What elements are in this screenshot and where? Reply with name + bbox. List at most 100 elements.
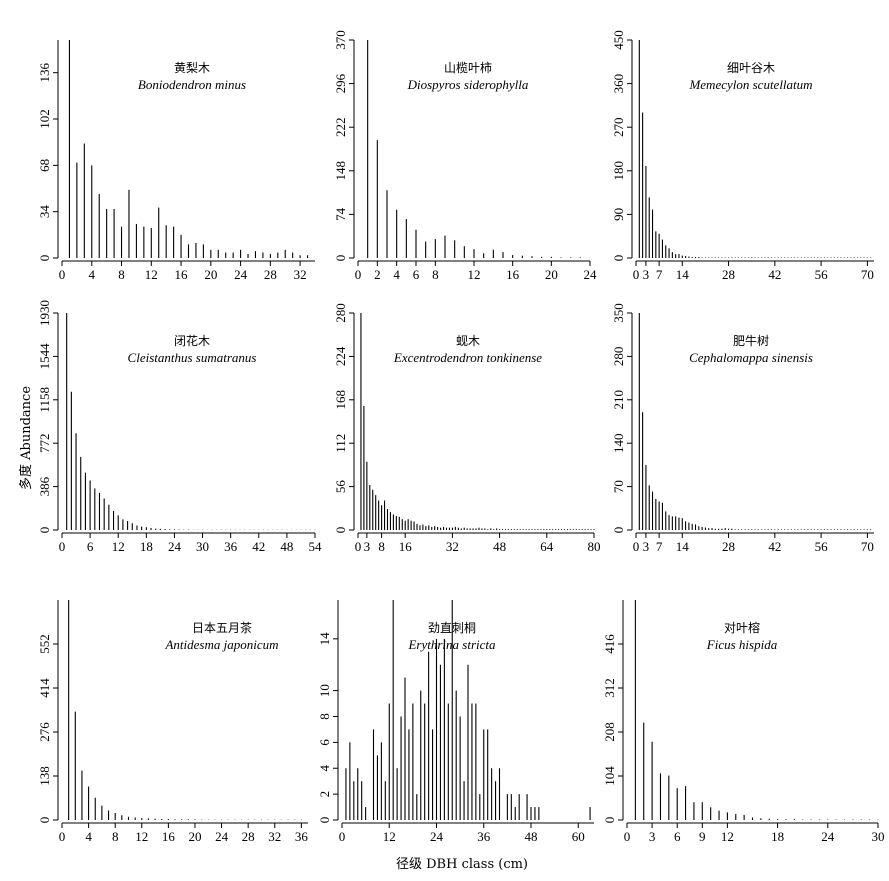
x-tick-label: 32	[268, 829, 281, 844]
x-tick-label: 20	[545, 267, 558, 282]
y-tick-label: 350	[611, 303, 626, 323]
panel-9: 0 3 6 9 12 18 24 30 0 104 208 312 416 对叶榕 Ficus hispid…	[602, 600, 885, 844]
y-tick-label: 136	[37, 62, 52, 82]
panel-6: 0 3 7 14 28 42 56 70070140210280350肥牛树Cephaloma…	[611, 303, 874, 554]
panel-title-species: Excentrodendron tonkinense	[393, 350, 542, 365]
y-tick-label: 276	[37, 722, 52, 742]
x-tick-label: 14	[676, 267, 690, 282]
y-tick-label: 74	[333, 207, 348, 221]
x-tick-label: 0	[633, 539, 640, 554]
panel-title-species: Memecylon scutellatum	[688, 77, 812, 92]
x-tick-label: 24	[821, 829, 835, 844]
x-tick-label: 64	[540, 539, 554, 554]
panel-title-chinese: 闭花木	[174, 333, 210, 348]
x-tick-label: 16	[162, 829, 176, 844]
x-tick-label: 28	[264, 267, 277, 282]
x-tick-label: 28	[242, 829, 255, 844]
x-tick-label: 0	[355, 267, 362, 282]
y-tick-label: 552	[37, 634, 52, 654]
x-tick-label: 0	[355, 539, 362, 554]
x-tick-label: 80	[588, 539, 601, 554]
y-tick-label: 0	[37, 817, 52, 824]
y-tick-label: 360	[611, 74, 626, 94]
x-tick-label: 4	[85, 829, 92, 844]
y-tick-label: 14	[317, 632, 332, 646]
x-tick-label: 8	[118, 267, 125, 282]
x-tick-label: 7	[656, 267, 663, 282]
panel-title-species: Cephalomappa sinensis	[689, 350, 813, 365]
y-tick-label: 370	[333, 30, 348, 50]
panel-title-chinese: 山榄叶柿	[444, 60, 492, 75]
x-tick-label: 6	[87, 539, 94, 554]
x-tick-label: 12	[112, 539, 125, 554]
y-tick-label: 70	[611, 480, 626, 493]
y-tick-label: 148	[333, 161, 348, 181]
x-tick-label: 42	[768, 267, 781, 282]
x-tick-label: 3	[643, 539, 650, 554]
y-tick-label: 168	[333, 390, 348, 410]
y-tick-label: 450	[611, 30, 626, 50]
y-tick-label: 0	[602, 817, 617, 824]
x-axis-title: 径级 DBH class (cm)	[396, 857, 528, 872]
x-tick-label: 6	[674, 829, 681, 844]
panel-title-species: Boniodendron minus	[138, 77, 246, 92]
x-tick-label: 2	[374, 267, 381, 282]
x-tick-label: 48	[280, 539, 293, 554]
x-tick-label: 3	[364, 539, 371, 554]
y-tick-label: 208	[602, 722, 617, 742]
x-tick-label: 12	[135, 829, 148, 844]
y-tick-label: 138	[37, 766, 52, 786]
y-tick-label: 104	[602, 766, 617, 786]
x-tick-label: 28	[722, 539, 735, 554]
x-tick-label: 42	[252, 539, 265, 554]
x-tick-label: 48	[493, 539, 506, 554]
y-tick-label: 0	[37, 527, 52, 534]
x-tick-label: 0	[624, 829, 631, 844]
y-tick-label: 0	[37, 255, 52, 262]
y-tick-label: 0	[317, 817, 332, 824]
x-tick-label: 3	[649, 829, 656, 844]
y-tick-label: 0	[333, 255, 348, 262]
panel-title-species: Cleistanthus sumatranus	[128, 350, 257, 365]
y-tick-label: 270	[611, 117, 626, 137]
y-tick-label: 0	[611, 255, 626, 262]
y-tick-label: 8	[317, 713, 332, 720]
x-tick-label: 24	[215, 829, 229, 844]
x-tick-label: 12	[145, 267, 158, 282]
x-tick-label: 0	[633, 267, 640, 282]
x-tick-label: 6	[413, 267, 420, 282]
x-tick-label: 0	[59, 539, 66, 554]
y-tick-label: 34	[37, 205, 52, 219]
y-axis-title: 多度 Abundance	[18, 386, 34, 490]
panel-title-chinese: 细叶谷木	[727, 61, 775, 75]
x-tick-label: 42	[768, 539, 781, 554]
y-tick-label: 224	[333, 346, 348, 366]
panel-title-chinese: 劲直刺桐	[428, 621, 476, 635]
y-tick-label: 180	[611, 161, 626, 181]
y-tick-label: 414	[37, 678, 52, 698]
y-tick-label: 772	[37, 433, 52, 453]
y-tick-label: 140	[611, 433, 626, 453]
x-tick-label: 9	[699, 829, 706, 844]
panel-title-species: Diospyros siderophylla	[407, 77, 529, 92]
x-tick-label: 70	[861, 267, 874, 282]
x-tick-label: 12	[468, 267, 481, 282]
y-tick-label: 280	[333, 303, 348, 323]
x-tick-label: 0	[59, 829, 66, 844]
x-tick-label: 0	[59, 267, 66, 282]
panel-title-chinese: 蚬木	[456, 333, 480, 348]
panel-title-chinese: 对叶榕	[724, 620, 760, 635]
x-tick-label: 3	[643, 267, 650, 282]
panel-2: 0 2 4 6 8 12 16 20 24074148222296370山榄叶柿Diospyro…	[333, 30, 597, 282]
y-tick-label: 102	[37, 109, 52, 128]
y-tick-label: 10	[317, 684, 332, 697]
y-tick-label: 222	[333, 117, 348, 137]
y-tick-label: 210	[611, 390, 626, 410]
y-tick-label: 4	[317, 764, 332, 771]
x-tick-label: 14	[676, 539, 690, 554]
x-tick-label: 24	[168, 539, 182, 554]
y-tick-label: 296	[333, 73, 348, 93]
x-tick-label: 18	[140, 539, 153, 554]
